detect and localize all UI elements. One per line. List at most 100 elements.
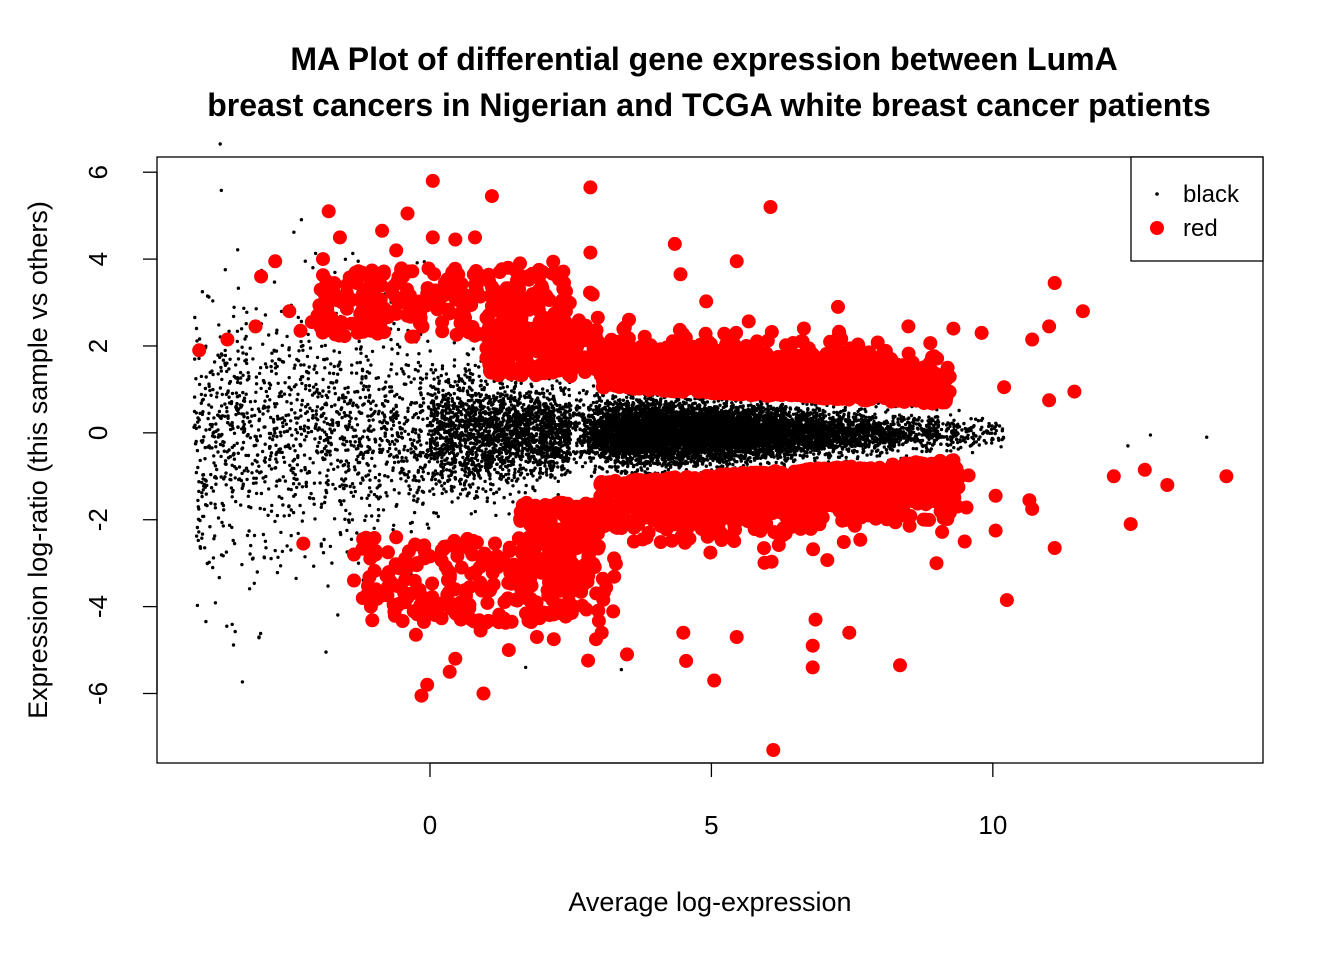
black-point (367, 384, 371, 388)
black-point (390, 439, 394, 444)
black-point (398, 345, 402, 349)
black-point (463, 487, 468, 491)
black-point (387, 374, 391, 378)
black-point (425, 522, 429, 526)
black-point (876, 448, 880, 452)
black-point (241, 373, 245, 377)
black-point (294, 428, 298, 432)
black-point (348, 512, 352, 516)
black-point (238, 381, 243, 385)
black-point (421, 409, 425, 413)
black-point (433, 469, 438, 473)
black-point (456, 452, 460, 456)
black-point (258, 631, 263, 636)
black-point (312, 564, 316, 568)
black-point (364, 374, 368, 379)
black-point (343, 257, 348, 261)
black-point (223, 475, 227, 479)
black-point (589, 474, 594, 478)
black-point (568, 413, 572, 417)
black-point (303, 555, 307, 559)
black-point (465, 403, 469, 407)
black-point (326, 468, 330, 472)
black-point (236, 248, 240, 252)
black-point (229, 400, 234, 404)
black-point (272, 280, 277, 284)
black-point (508, 492, 512, 496)
black-point (395, 454, 399, 458)
black-point (212, 360, 217, 364)
black-point (232, 541, 237, 546)
black-point (522, 476, 526, 480)
black-point (355, 423, 360, 427)
black-point (230, 463, 234, 467)
black-point (440, 455, 444, 460)
black-point (531, 460, 536, 465)
black-point (200, 290, 205, 294)
black-point (416, 416, 420, 420)
black-point (296, 531, 300, 536)
black-point (381, 508, 386, 512)
black-point (485, 496, 490, 500)
black-point (478, 468, 482, 472)
black-point (323, 357, 327, 362)
black-point (880, 450, 884, 455)
black-point (367, 418, 371, 423)
black-point (270, 503, 274, 508)
black-point (247, 587, 252, 591)
black-point (213, 506, 218, 510)
black-point (404, 456, 408, 460)
black-point (339, 367, 343, 372)
black-point (280, 496, 284, 500)
black-point (993, 431, 997, 436)
black-point (421, 470, 425, 474)
black-point (319, 407, 323, 411)
black-point (439, 373, 443, 378)
black-point (417, 439, 422, 443)
black-point (417, 479, 421, 483)
black-point (275, 434, 279, 439)
black-point (296, 392, 300, 396)
black-point (299, 339, 303, 344)
black-point (322, 420, 326, 424)
black-point (287, 375, 291, 380)
black-point (309, 491, 313, 496)
black-point (265, 394, 270, 398)
black-point (207, 403, 211, 407)
black-point (281, 424, 285, 429)
black-point (476, 486, 480, 490)
black-point (363, 395, 368, 399)
black-point (389, 452, 393, 457)
black-point (361, 387, 365, 392)
black-point (302, 453, 307, 457)
black-point (301, 348, 305, 352)
black-point (246, 494, 250, 498)
black-point (367, 486, 372, 490)
black-point (402, 448, 406, 452)
black-point (353, 468, 357, 472)
black-point (231, 538, 235, 543)
black-point (263, 399, 267, 403)
black-point (411, 478, 415, 482)
black-point (495, 454, 499, 459)
black-point (254, 375, 259, 379)
black-point (444, 490, 448, 494)
black-point (844, 455, 848, 460)
black-point (497, 487, 501, 491)
black-point (513, 384, 518, 388)
black-point (450, 500, 454, 504)
black-point (249, 424, 254, 428)
black-point (424, 376, 428, 380)
black-point (790, 417, 794, 421)
black-point (240, 680, 245, 684)
black-point (390, 433, 394, 438)
black-point (257, 464, 261, 468)
black-point (240, 471, 244, 476)
black-point (265, 365, 269, 369)
black-point (282, 460, 287, 464)
black-point (195, 603, 200, 608)
black-point (225, 624, 229, 628)
black-point (290, 433, 294, 437)
black-point (254, 491, 259, 496)
black-point (240, 345, 244, 349)
